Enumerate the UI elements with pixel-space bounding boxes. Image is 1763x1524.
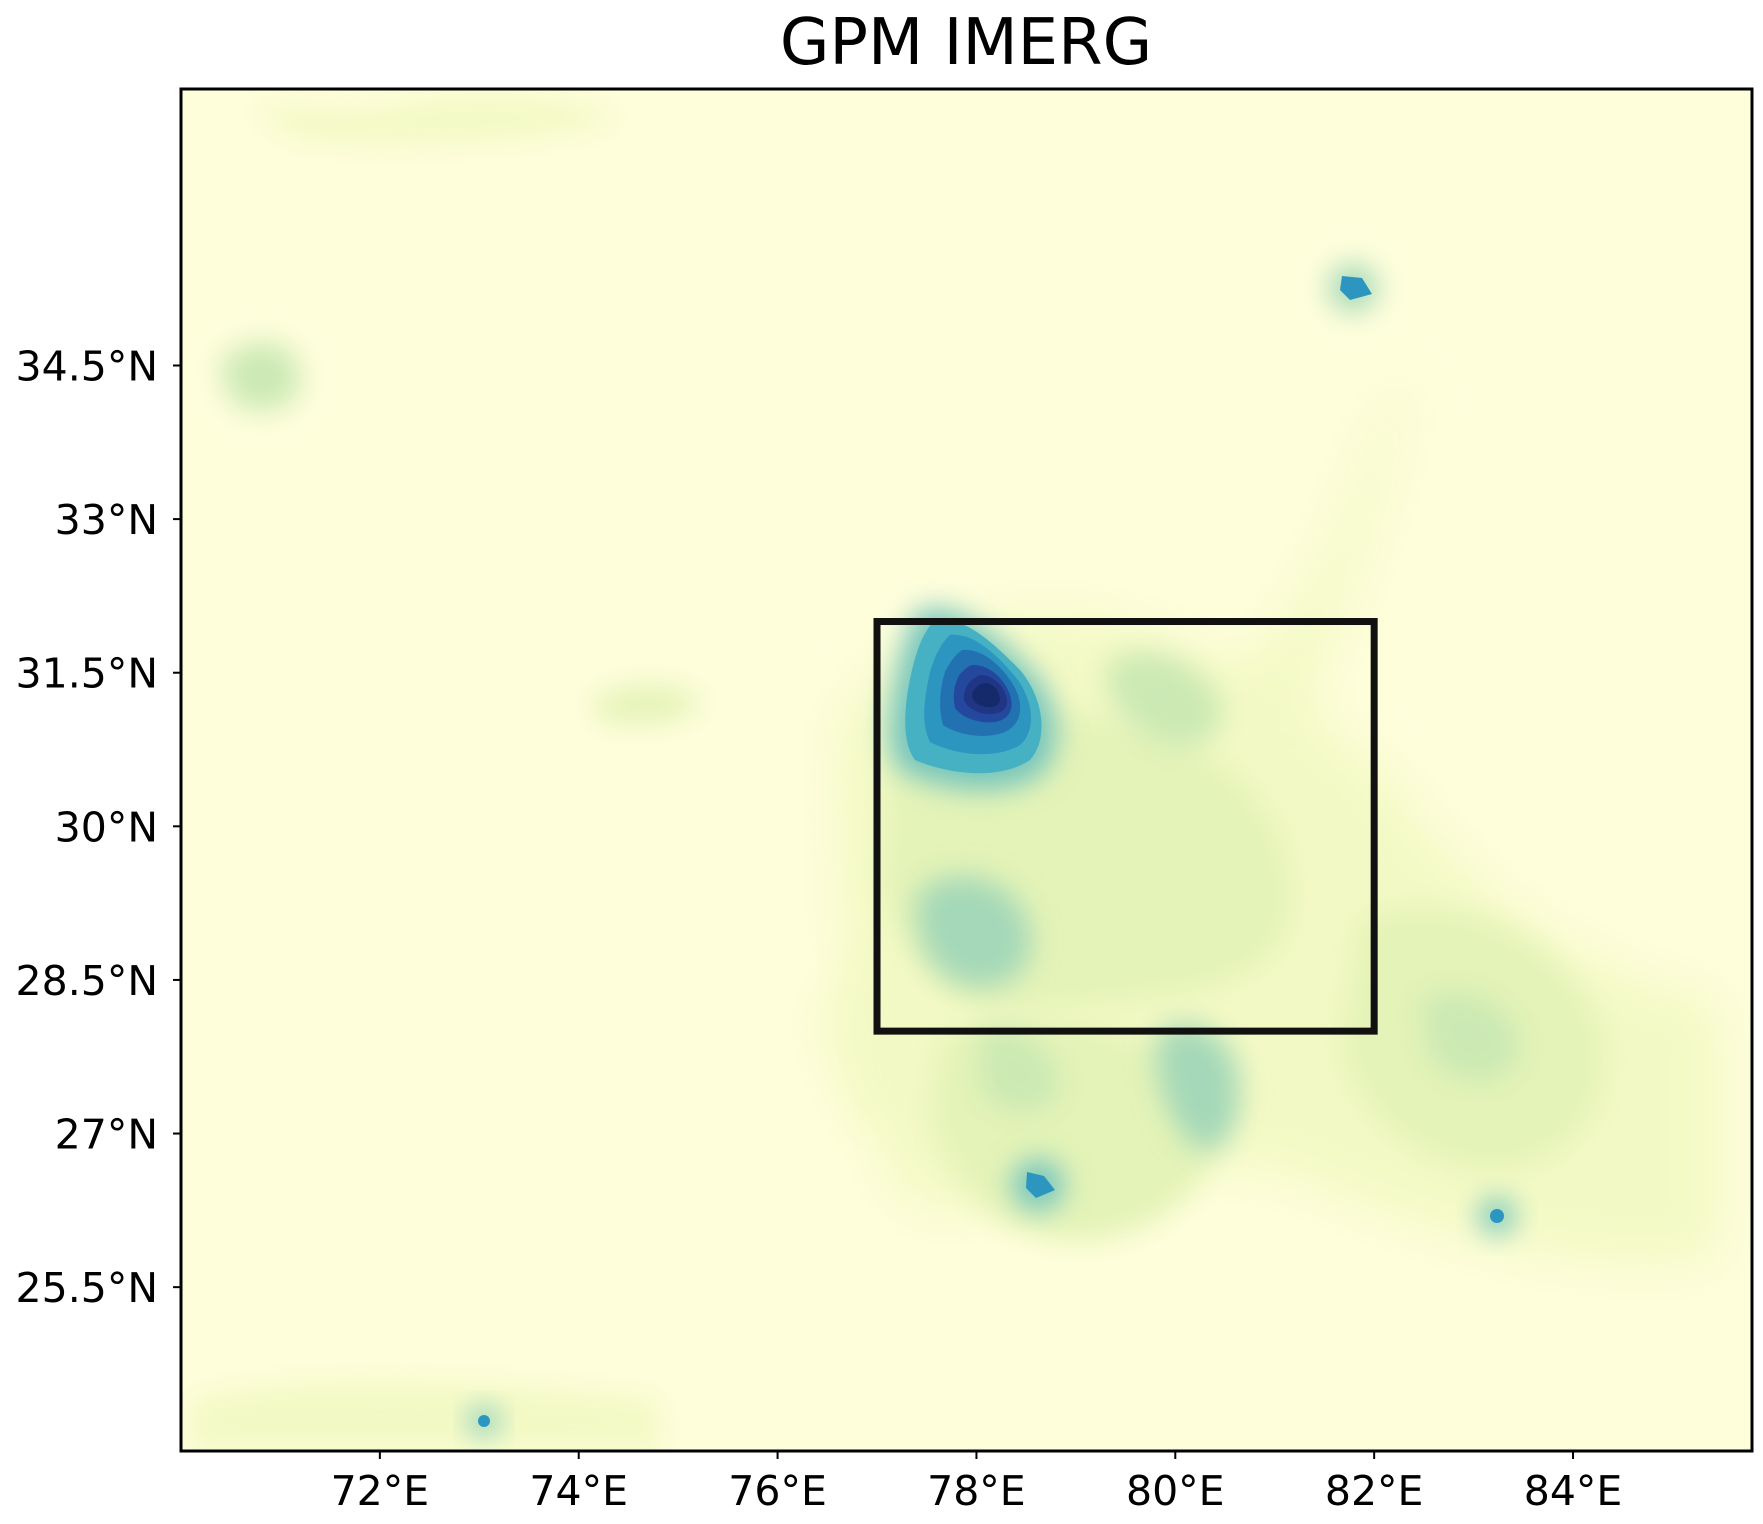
- precipitation-field: [190, 96, 1720, 1451]
- y-tick-label: 33°N: [55, 496, 158, 544]
- rain-patch-west: [590, 685, 700, 724]
- y-tick-label: 27°N: [55, 1111, 158, 1159]
- y-tick-label: 28.5°N: [16, 957, 158, 1005]
- x-tick-label: 78°E: [927, 1467, 1026, 1515]
- rain-cell-27N-78E: [980, 1028, 1060, 1113]
- study-region-box: [873, 618, 1378, 1035]
- rain-cell-27N-84E: [1420, 992, 1520, 1082]
- map-plot-area[interactable]: [179, 87, 1754, 1453]
- rain-cell-28-9N: [916, 875, 1032, 988]
- x-tick-label: 84°E: [1524, 1467, 1623, 1515]
- x-tick-label: 80°E: [1126, 1467, 1225, 1515]
- x-tick-label: 76°E: [728, 1467, 827, 1515]
- rain-spot-24N: [478, 1415, 490, 1427]
- rain-patch-northwest: [220, 342, 300, 411]
- y-tick-label: 25.5°N: [16, 1264, 158, 1312]
- storm-core: [972, 683, 1000, 708]
- rain-spot-26N-83E: [1490, 1209, 1504, 1223]
- y-axis-ticks: 34.5°N 33°N 31.5°N 30°N 28.5°N 27°N 25.5°N: [16, 342, 181, 1312]
- x-tick-label: 82°E: [1325, 1467, 1424, 1515]
- x-axis-ticks: 72°E 74°E 76°E 78°E 80°E 82°E 84°E: [331, 1451, 1623, 1515]
- rain-strip-north: [250, 96, 620, 144]
- map-frame: [179, 87, 1754, 1453]
- rain-cell-27N-80E: [1156, 1023, 1240, 1151]
- x-tick-label: 74°E: [529, 1467, 628, 1515]
- y-tick-label: 30°N: [55, 803, 158, 851]
- rain-cell-box-east: [1107, 652, 1222, 748]
- rain-spot-26N: [1026, 1172, 1055, 1198]
- rain-strip-south: [190, 1381, 660, 1451]
- x-tick-label: 72°E: [331, 1467, 430, 1515]
- y-tick-label: 31.5°N: [16, 650, 158, 698]
- rain-spot-34N: [1340, 276, 1372, 300]
- map-title: GPM IMERG: [780, 6, 1152, 80]
- y-tick-label: 34.5°N: [16, 342, 158, 390]
